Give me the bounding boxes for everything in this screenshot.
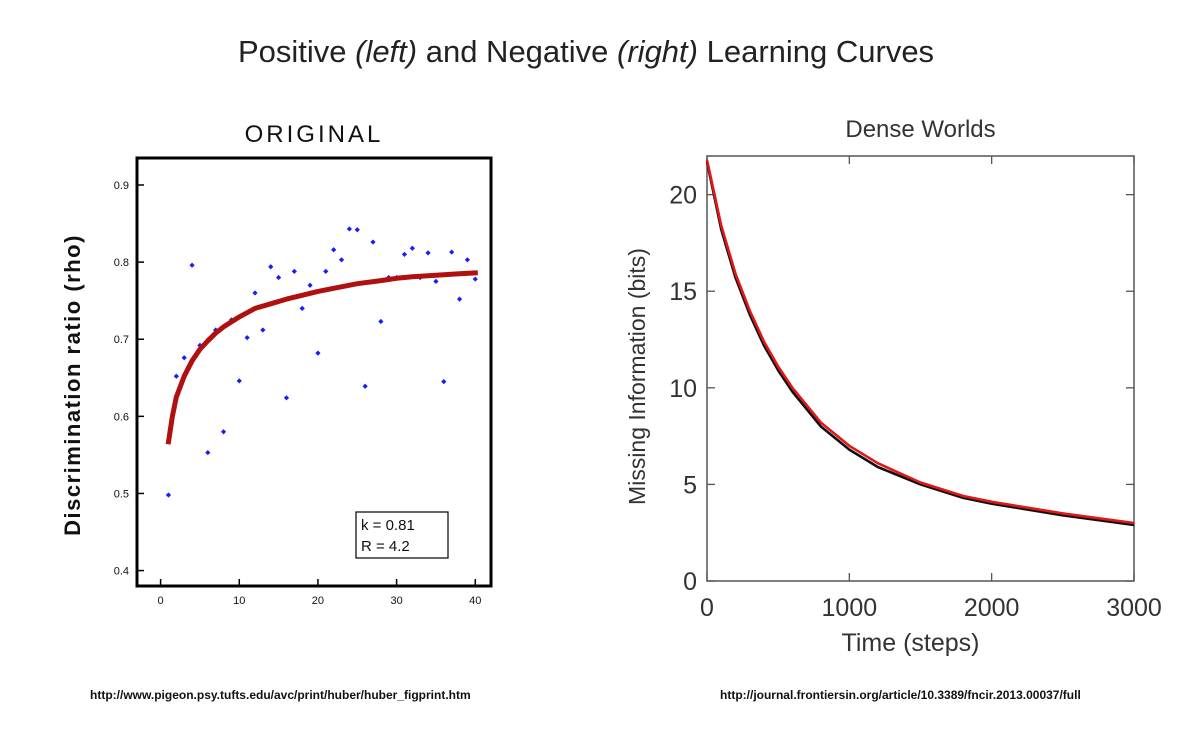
title-part-3: Learning Curves (697, 34, 935, 69)
y-axis-label: Missing Information (bits) (624, 248, 650, 505)
data-point (401, 251, 408, 257)
data-point (236, 378, 242, 384)
data-point (338, 257, 345, 263)
y-tick-label: 10 (669, 375, 697, 403)
y-tick-label: 5 (683, 471, 697, 499)
x-tick-label: 3000 (1106, 594, 1162, 622)
right-chart-dense-worlds: Dense Worlds Missing Information (bits) Ti… (624, 116, 1162, 657)
data-point (268, 264, 274, 270)
data-point (260, 327, 266, 333)
x-tick-label: 20 (312, 595, 324, 607)
title-part-2: and Negative (417, 34, 618, 69)
fit-curve (165, 270, 478, 445)
data-point (244, 335, 250, 341)
data-point (433, 278, 439, 284)
annotation-box (355, 511, 449, 559)
y-tick-label: 0 (683, 568, 697, 596)
data-point (346, 226, 352, 232)
data-point (220, 429, 227, 435)
data-point (441, 379, 447, 385)
data-point (205, 449, 211, 456)
x-tick-label: 1000 (822, 594, 878, 622)
data-point (252, 290, 258, 296)
data-point (173, 373, 179, 379)
y-axis-label: Discrimination ratio (rho) (60, 234, 85, 536)
y-tick-label: 0.5 (114, 488, 129, 500)
data-point (331, 247, 337, 253)
plot-frame (706, 155, 1135, 582)
y-tick-label: 0.9 (114, 180, 129, 192)
x-tick-label: 2000 (964, 594, 1020, 622)
source-url-right[interactable]: http://journal.frontiersin.org/article/1… (720, 688, 1081, 702)
y-tick-label: 0.8 (114, 257, 129, 269)
data-point (307, 282, 313, 288)
chart-title-dense-worlds: Dense Worlds (845, 116, 995, 143)
data-point (464, 257, 470, 263)
annotation-r: R = 4.2 (361, 538, 410, 555)
annotation-k: k = 0.81 (361, 517, 415, 534)
data-point (370, 239, 376, 245)
data-point (409, 245, 415, 251)
curve-black (705, 161, 1135, 527)
title-right-italic: (right) (617, 34, 698, 69)
data-point (299, 305, 305, 311)
data-point (189, 262, 195, 268)
data-point (362, 383, 368, 389)
data-point (291, 268, 297, 274)
data-point (472, 276, 478, 282)
chart-title-original: ORIGINAL (245, 121, 384, 148)
source-url-left[interactable]: http://www.pigeon.psy.tufts.edu/avc/prin… (90, 688, 471, 702)
x-axis-label: Time (steps) (842, 629, 980, 657)
y-tick-label: 20 (669, 182, 697, 210)
x-tick-label: 10 (233, 595, 245, 607)
left-chart-original: ORIGINAL Discrimination ratio (rho) 0.4 0.5… (60, 121, 493, 607)
slide-title: Positive (left) and Negative (right) Lea… (0, 34, 1172, 70)
data-point (378, 318, 384, 325)
y-tick-label: 0.4 (114, 566, 129, 578)
data-point (165, 492, 172, 498)
data-point (276, 274, 282, 281)
data-point (315, 350, 321, 356)
x-tick-label: 30 (390, 595, 402, 607)
x-tick-label: 0 (700, 594, 714, 622)
x-tick-label: 0 (158, 595, 164, 607)
y-tick-label: 0.7 (114, 334, 129, 346)
title-part-1: Positive (237, 34, 356, 69)
curve-red (705, 159, 1135, 525)
data-point (449, 249, 455, 255)
y-tick-label: 15 (669, 278, 697, 306)
x-tick-label: 40 (469, 595, 481, 607)
plot-frame (135, 156, 493, 588)
y-tick-label: 0.6 (114, 411, 129, 423)
data-point (323, 268, 329, 274)
data-point (354, 227, 360, 233)
title-left-italic: (left) (355, 34, 418, 69)
data-point (181, 355, 187, 361)
data-point (283, 395, 290, 401)
data-point (456, 296, 463, 302)
data-point (197, 342, 203, 348)
data-point (425, 250, 431, 256)
